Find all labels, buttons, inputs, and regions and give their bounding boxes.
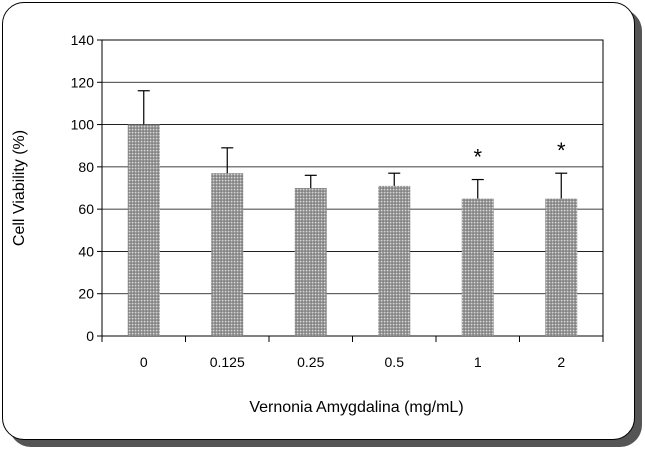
x-tick-label: 0.25 [297,354,324,370]
bar [378,185,411,336]
bar [545,198,578,336]
x-tick-label: 0.5 [385,354,405,370]
x-axis-title: Vernonia Amygdalina (mg/mL) [249,399,463,416]
y-tick-label: 120 [71,74,95,90]
y-tick-label: 140 [71,32,95,48]
y-tick-label: 100 [71,117,95,133]
bar [294,188,327,336]
y-tick-label: 60 [78,201,94,217]
x-tick-label: 2 [557,354,565,370]
y-tick-label: 0 [86,328,94,344]
bar [127,124,160,336]
y-tick-label: 40 [78,243,94,259]
bar [211,173,244,336]
significance-marker: * [557,138,566,163]
x-tick-label: 0 [140,354,148,370]
bar [461,198,494,336]
plot-area [101,39,604,337]
y-tick-label: 80 [78,159,94,175]
y-tick-label: 20 [78,286,94,302]
x-tick-label: 0.125 [210,354,245,370]
x-tick-label: 1 [474,354,482,370]
significance-marker: * [473,145,482,170]
y-axis-title: Cell Viability (%) [11,130,28,246]
